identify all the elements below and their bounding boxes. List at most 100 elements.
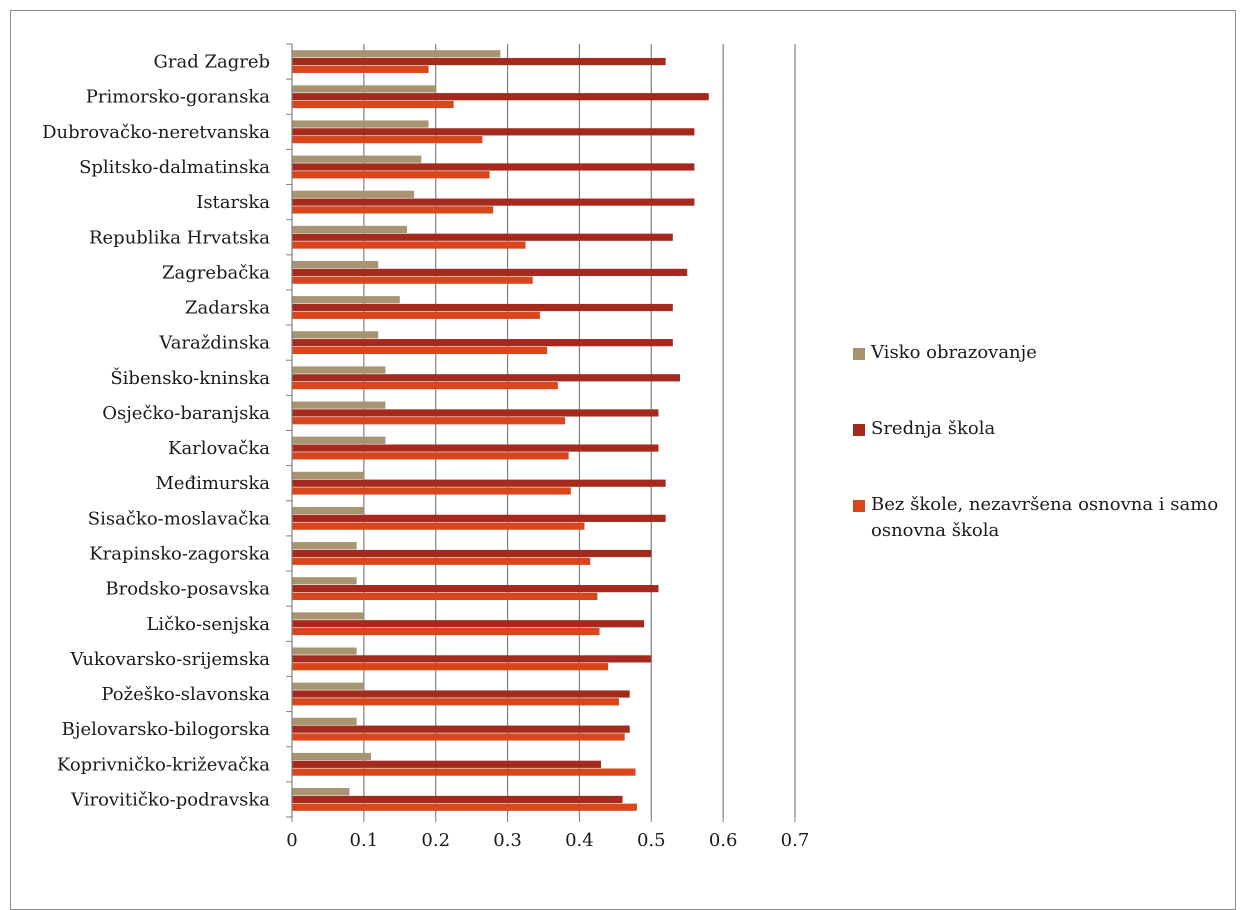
- bar: [292, 241, 526, 249]
- bar: [292, 471, 364, 480]
- bar: [292, 381, 558, 390]
- x-tick-label: 0.4: [565, 830, 594, 851]
- x-tick-label: 0.5: [637, 830, 666, 851]
- bar: [292, 374, 681, 382]
- category-label: Brodsko-posavska: [105, 579, 270, 600]
- category-label: Dubrovačko-neretvanska: [42, 122, 270, 143]
- category-label: Osječko-baranjska: [102, 403, 270, 424]
- bar: [292, 506, 364, 515]
- category-labels: Grad Zagreb Primorsko-goranska Dubrovačko-…: [42, 52, 270, 811]
- legend-label: Bez škole, nezavršena osnovna i samo osn…: [871, 494, 1219, 541]
- bar: [292, 155, 422, 163]
- bar: [292, 620, 645, 628]
- bar: [292, 647, 357, 655]
- legend-label: Srednja škola: [871, 418, 996, 439]
- bar: [292, 339, 673, 347]
- bar: [292, 444, 659, 452]
- chart-frame: [10, 10, 1236, 910]
- bar: [292, 452, 569, 460]
- category-label: Istarska: [196, 192, 270, 213]
- legend-item: Visko obrazovanje: [853, 340, 1243, 366]
- bar: [292, 268, 688, 276]
- legend-swatch: [853, 348, 865, 360]
- x-tick-label: 0: [286, 830, 297, 851]
- bar: [292, 65, 429, 73]
- bar: [292, 717, 357, 725]
- bar: [292, 225, 407, 234]
- bar: [292, 136, 483, 144]
- category-label: Republika Hrvatska: [89, 227, 270, 248]
- category-label: Krapinsko-zagorska: [89, 543, 270, 564]
- bar: [292, 577, 357, 585]
- bar: [292, 733, 625, 741]
- bar: [292, 760, 601, 768]
- bar: [292, 331, 379, 339]
- legend-swatch: [853, 500, 865, 512]
- bar: [292, 190, 415, 198]
- category-label: Primorsko-goranska: [86, 87, 270, 108]
- x-tick-label: 0.6: [709, 830, 738, 851]
- bar: [292, 276, 533, 284]
- category-label: Karlovačka: [168, 438, 270, 459]
- y-axis: [286, 43, 796, 822]
- bar: [292, 296, 400, 304]
- bar: [292, 655, 652, 663]
- bar: [292, 93, 709, 101]
- legend-label: Visko obrazovanje: [871, 342, 1037, 363]
- bar: [292, 100, 454, 109]
- bar: [292, 479, 666, 487]
- bar: [292, 57, 666, 66]
- category-label: Splitsko-dalmatinska: [79, 157, 270, 178]
- bar: [292, 260, 379, 269]
- bar: [292, 401, 386, 409]
- bar: [292, 311, 540, 319]
- bar: [292, 171, 490, 179]
- bar: [292, 409, 659, 417]
- bar: [292, 198, 695, 206]
- category-label: Zadarska: [185, 298, 270, 319]
- bar: [292, 163, 695, 171]
- legend-swatch: [853, 424, 865, 436]
- bar: [292, 549, 652, 558]
- bar: [292, 690, 630, 698]
- bar: [292, 522, 585, 530]
- bar: [292, 50, 501, 58]
- bar: [292, 120, 429, 128]
- x-tick-label: 0.3: [493, 830, 522, 851]
- bars: [292, 50, 709, 811]
- bar: [292, 128, 695, 136]
- bar: [292, 627, 600, 636]
- bar: [292, 346, 548, 355]
- bar: [292, 366, 386, 374]
- category-label: Sisačko-moslavačka: [88, 508, 270, 529]
- x-tick-label: 0.7: [781, 830, 810, 851]
- category-label: Požeško-slavonska: [101, 684, 270, 705]
- bar: [292, 725, 630, 733]
- bar: [292, 795, 623, 804]
- bar: [292, 803, 637, 811]
- category-label: Virovitičko-podravska: [70, 789, 270, 810]
- bar: [292, 542, 357, 550]
- bar: [292, 768, 636, 776]
- bar: [292, 487, 571, 495]
- bar: [292, 752, 372, 761]
- bar: [292, 612, 364, 620]
- category-label: Koprivničko-križevačka: [57, 754, 270, 775]
- bar: [292, 682, 364, 690]
- bar-chart: Grad Zagreb Primorsko-goranska Dubrovačko-…: [42, 43, 809, 851]
- x-tick-label: 0.1: [350, 830, 379, 851]
- legend: Visko obrazovanje Srednja škola Bez škole,…: [853, 340, 1243, 544]
- category-label: Ličko-senjska: [146, 614, 270, 635]
- bar: [292, 303, 673, 312]
- category-label: Šibensko-kninska: [110, 366, 270, 389]
- bar: [292, 592, 598, 601]
- bar: [292, 557, 591, 565]
- bar: [292, 663, 609, 671]
- bar: [292, 436, 386, 444]
- bar: [292, 233, 673, 241]
- bar: [292, 85, 436, 93]
- category-label: Grad Zagreb: [154, 52, 271, 73]
- x-tick-labels: 0 0.1 0.2 0.3 0.4 0.5 0.6 0.7: [286, 830, 809, 851]
- bar: [292, 788, 350, 796]
- legend-item: Bez škole, nezavršena osnovna i samo osn…: [853, 492, 1243, 544]
